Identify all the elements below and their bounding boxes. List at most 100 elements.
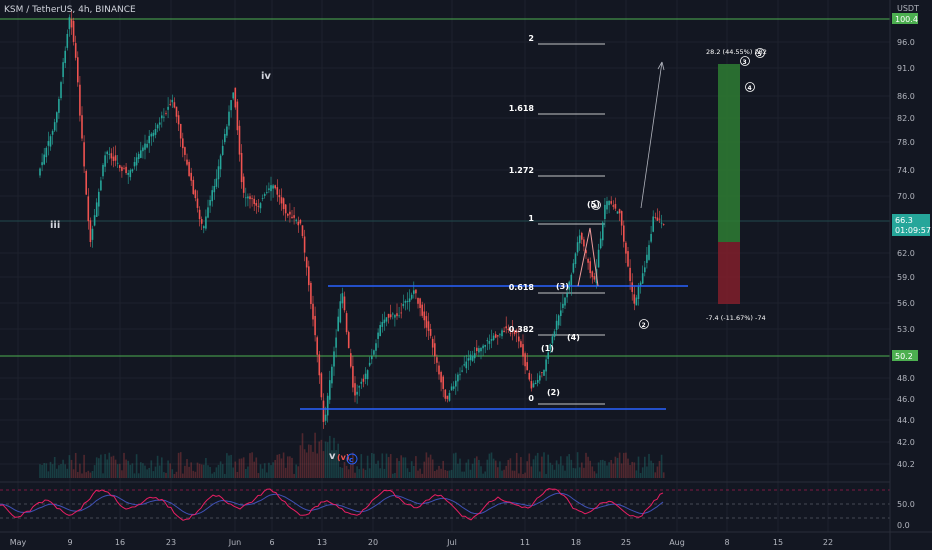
wave-label-minor-2: (2) — [547, 388, 560, 397]
volume-bar — [47, 471, 50, 478]
loss-zone[interactable] — [718, 242, 740, 304]
volume-bar — [221, 464, 224, 478]
candle — [604, 197, 606, 228]
time-tick: Aug — [669, 538, 685, 547]
candle — [284, 203, 287, 222]
volume-bar — [450, 469, 453, 478]
volume-bar — [49, 461, 52, 478]
candle — [639, 280, 642, 294]
candle — [364, 367, 367, 385]
candle — [620, 210, 623, 236]
volume-bar — [333, 437, 335, 478]
volume-bar — [463, 471, 465, 478]
volume-bar — [171, 469, 174, 478]
volume-bar — [440, 468, 442, 478]
fib-level-label: 1.272 — [509, 166, 534, 175]
stop-label: -7.4 (-11.67%) -74 — [706, 314, 766, 322]
candle — [77, 51, 79, 87]
volume-bar — [377, 460, 379, 478]
volume-bar — [253, 461, 255, 478]
volume-bar — [268, 462, 270, 478]
volume-bar — [494, 460, 497, 478]
time-axis[interactable]: May 9 16 23 Jun 6 13 20 Jul 11 18 25 Aug 8 15 22 — [10, 538, 833, 547]
candle — [381, 313, 384, 333]
volume-bar — [303, 449, 306, 478]
fib-level-label: 0.618 — [509, 283, 535, 292]
volume-bar — [240, 458, 243, 478]
candle — [142, 145, 144, 159]
candle — [133, 156, 136, 170]
candle — [589, 257, 591, 279]
price-tick: 56.0 — [897, 299, 915, 308]
volume-bar — [396, 458, 398, 478]
candle — [398, 306, 400, 318]
volume-bar — [85, 472, 87, 478]
candle — [656, 208, 659, 222]
volume-bar — [211, 473, 213, 478]
candle — [228, 105, 230, 130]
price-axis[interactable]: 96.091.086.082.078.074.070.066.062.059.0… — [897, 38, 915, 469]
wave-label-iv: iv — [261, 71, 271, 82]
volume-bar — [423, 461, 426, 478]
volume-bar — [635, 470, 638, 478]
candle — [121, 165, 123, 178]
time-tick: Jul — [446, 538, 457, 547]
volume-bar — [345, 465, 348, 478]
time-tick: 18 — [571, 538, 581, 547]
volume-bar — [648, 453, 650, 478]
volume-bar — [625, 452, 627, 478]
volume-bar — [633, 462, 636, 478]
volume-bar — [410, 461, 413, 478]
candle — [633, 286, 636, 311]
volume-bar — [188, 466, 190, 478]
volume-bar — [394, 472, 396, 478]
candle — [326, 392, 329, 423]
candle — [163, 108, 165, 122]
volume-bar — [656, 466, 659, 478]
volume-bar — [555, 460, 558, 478]
profit-zone[interactable] — [718, 64, 740, 242]
volume-bar — [116, 464, 119, 478]
volume-bar — [574, 468, 577, 478]
volume-bar — [532, 459, 535, 478]
volume-bar — [83, 454, 85, 478]
candle — [419, 297, 421, 317]
candle — [362, 374, 365, 388]
volume-bar — [62, 459, 64, 478]
fib-level-label: 0.382 — [509, 325, 534, 334]
candle — [492, 333, 495, 342]
volume-bar — [329, 435, 331, 478]
volume-bar — [492, 458, 495, 478]
price-tick: 96.0 — [897, 38, 915, 47]
volume-bar — [364, 469, 367, 478]
candle — [644, 260, 646, 277]
svg-text:3: 3 — [743, 59, 747, 66]
candle — [60, 80, 62, 101]
volume-bar — [520, 457, 522, 478]
volume-bar — [549, 462, 552, 478]
candle — [343, 291, 346, 313]
volume-bar — [427, 457, 430, 478]
candle — [602, 220, 604, 247]
candle — [557, 314, 560, 329]
volume-bar — [581, 462, 583, 478]
candle — [585, 248, 587, 259]
projection-arrow[interactable] — [640, 61, 663, 209]
volume-bar — [165, 472, 167, 478]
candle — [371, 348, 373, 365]
candle — [473, 347, 476, 364]
volume-bar — [583, 467, 585, 478]
candle — [452, 381, 455, 391]
volume-bar — [95, 457, 98, 478]
volume-bar — [612, 463, 615, 478]
volume-bar — [217, 464, 220, 478]
volume-bar — [58, 465, 60, 478]
candle — [423, 303, 426, 329]
candle — [301, 225, 304, 239]
volume-bar — [339, 467, 342, 478]
candle — [383, 311, 386, 331]
candle — [266, 185, 268, 195]
volume-bar — [570, 459, 573, 478]
volume-bar — [79, 463, 81, 478]
